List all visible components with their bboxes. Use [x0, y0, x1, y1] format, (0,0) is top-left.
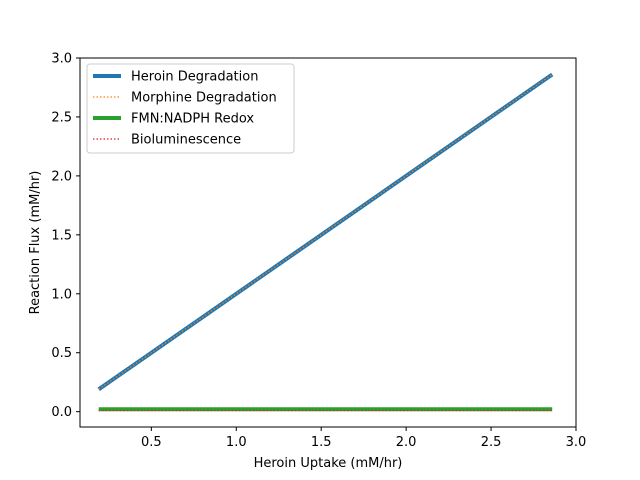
y-tick-label: 0.5 [51, 346, 72, 361]
legend: Heroin Degradation Morphine Degradation FM… [86, 63, 295, 154]
x-tick-label: 0.5 [141, 435, 162, 450]
plot-area-frame [79, 57, 577, 428]
y-tick-label: 3.0 [51, 52, 72, 67]
legend-entry: Bioluminescence [131, 133, 241, 148]
x-tick-label: 1.0 [226, 435, 247, 450]
series-layer [97, 72, 554, 412]
legend-entry: Heroin Degradation [131, 70, 258, 85]
x-axis-label: Heroin Uptake (mM/hr) [254, 456, 403, 471]
y-axis: 0.0 0.5 1.0 1.5 2.0 2.5 3.0 [51, 52, 80, 420]
y-tick-label: 1.0 [51, 287, 72, 302]
y-tick-label: 2.5 [51, 110, 72, 125]
x-tick-label: 2.5 [481, 435, 502, 450]
legend-box [86, 63, 295, 154]
y-tick-label: 2.0 [51, 169, 72, 184]
y-axis-label: Reaction Flux (mM/hr) [28, 171, 43, 315]
legend-entry: FMN:NADPH Redox [131, 112, 254, 127]
x-tick-label: 3.0 [566, 435, 587, 450]
legend-entry: Morphine Degradation [131, 91, 277, 106]
x-tick-label: 2.0 [396, 435, 417, 450]
series-line-2 [98, 74, 553, 390]
x-tick-label: 1.5 [311, 435, 332, 450]
y-tick-label: 1.5 [51, 228, 72, 243]
y-tick-label: 0.0 [51, 405, 72, 420]
x-axis: 0.5 1.0 1.5 2.0 2.5 3.0 [141, 427, 586, 450]
